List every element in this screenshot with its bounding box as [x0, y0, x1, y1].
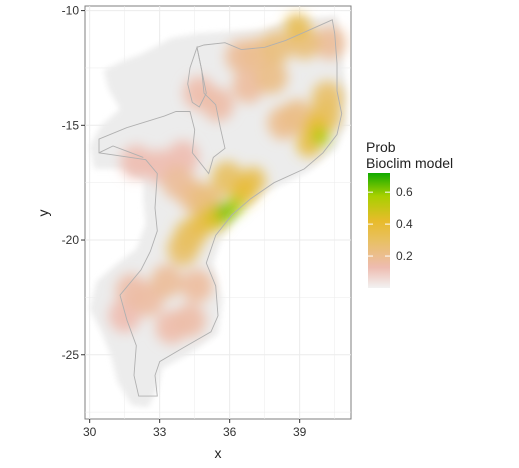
probability-patch [150, 264, 183, 299]
probability-patch [255, 60, 288, 94]
legend-title-line2: Bioclim model [366, 155, 453, 171]
legend-tick-label: 0.4 [396, 217, 413, 231]
probability-patch [284, 13, 311, 41]
probability-patch [181, 269, 213, 303]
probability-patch [202, 87, 234, 122]
x-tick-label: 30 [83, 425, 97, 439]
legend-colorbar [368, 173, 390, 288]
legend-ticks: 0.2 0.4 0.6 [368, 185, 413, 263]
x-axis: 30 33 36 39 [83, 419, 307, 439]
probability-patch [260, 30, 293, 65]
probability-patch [311, 127, 330, 147]
x-tick-label: 36 [223, 425, 237, 439]
probability-patch [174, 303, 206, 338]
x-axis-label: x [215, 445, 222, 461]
probability-patch [314, 25, 346, 60]
y-axis-label: y [35, 210, 51, 217]
legend-title-line1: Prob [366, 139, 396, 155]
y-tick-label: -15 [62, 118, 80, 132]
x-tick-label: 39 [293, 425, 307, 439]
legend-tick-label: 0.2 [396, 249, 413, 263]
y-tick-label: -20 [62, 233, 80, 247]
probability-surface [108, 13, 346, 345]
legend-tick-label: 0.6 [396, 185, 413, 199]
probability-patch [216, 203, 234, 222]
country-borders [98, 19, 343, 397]
y-tick-label: -10 [62, 4, 80, 18]
border-mozambique [98, 19, 343, 397]
border-lake-malawi [187, 45, 207, 108]
border-internal [98, 145, 144, 158]
x-tick-label: 33 [153, 425, 167, 439]
probability-patch [167, 140, 199, 175]
legend: Prob Bioclim model 0.2 0.4 0.6 [366, 139, 453, 288]
probability-patch [108, 298, 141, 333]
y-axis: -10 -15 -20 -25 [62, 4, 85, 362]
y-tick-label: -25 [62, 348, 80, 362]
